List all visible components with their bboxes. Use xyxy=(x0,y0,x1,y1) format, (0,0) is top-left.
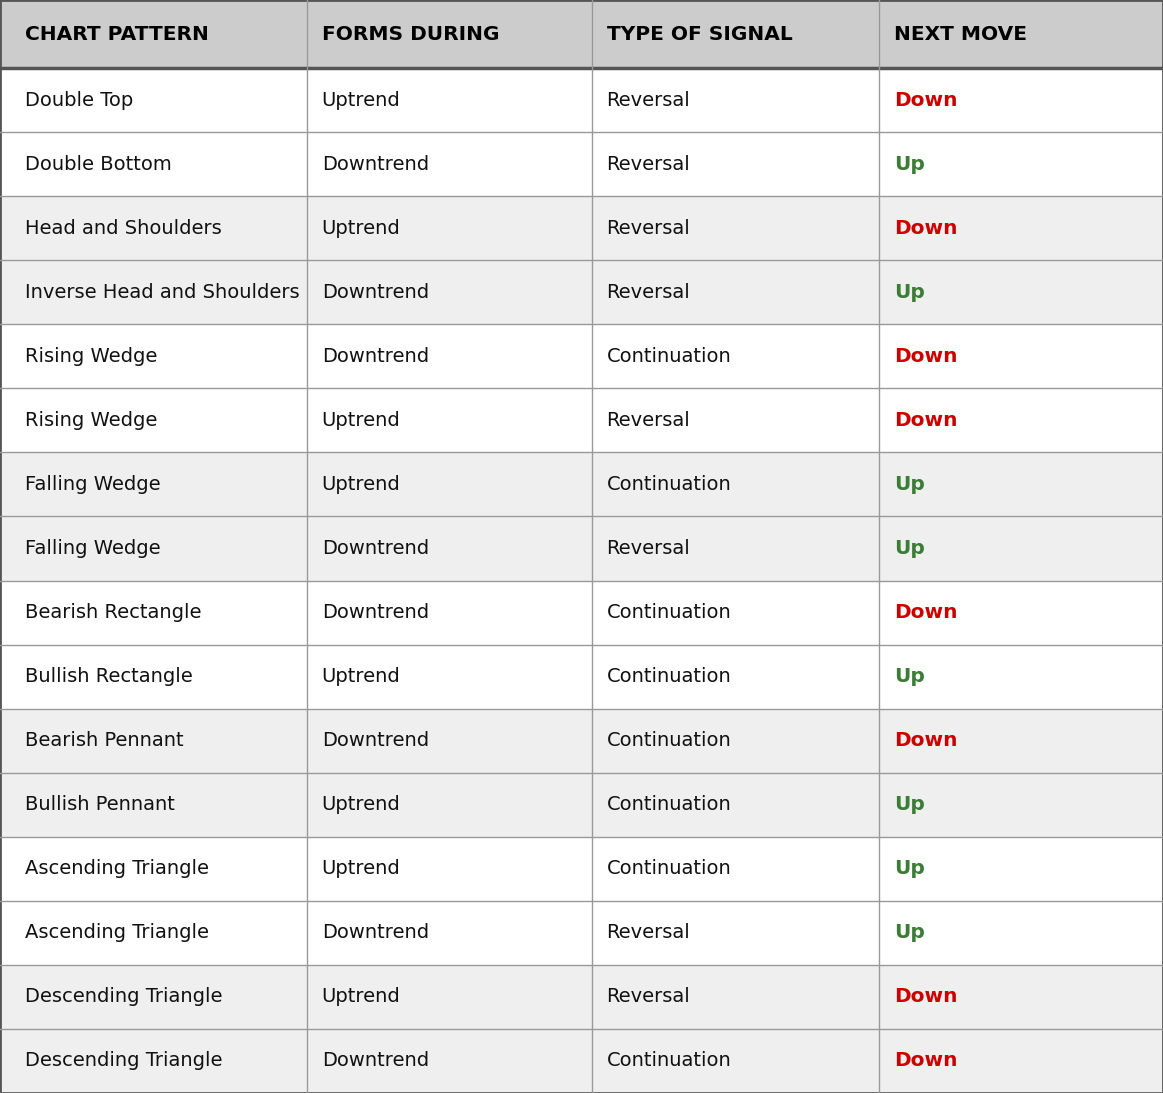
Text: Bearish Rectangle: Bearish Rectangle xyxy=(26,603,201,622)
Text: Reversal: Reversal xyxy=(607,411,691,430)
Text: Descending Triangle: Descending Triangle xyxy=(26,987,222,1007)
Bar xyxy=(0,580,1163,645)
Text: Falling Wedge: Falling Wedge xyxy=(26,474,160,494)
Text: Bullish Rectangle: Bullish Rectangle xyxy=(26,667,193,686)
Text: Double Top: Double Top xyxy=(26,91,134,109)
Text: Rising Wedge: Rising Wedge xyxy=(26,411,157,430)
Bar xyxy=(0,68,1163,132)
Text: CHART PATTERN: CHART PATTERN xyxy=(26,24,209,44)
Text: Down: Down xyxy=(894,731,957,750)
Text: Downtrend: Downtrend xyxy=(322,924,429,942)
Text: Downtrend: Downtrend xyxy=(322,154,429,174)
Text: Continuation: Continuation xyxy=(607,796,732,814)
Text: Downtrend: Downtrend xyxy=(322,1051,429,1070)
Text: Falling Wedge: Falling Wedge xyxy=(26,539,160,557)
Text: Uptrend: Uptrend xyxy=(322,474,400,494)
Bar xyxy=(0,516,1163,580)
Bar xyxy=(0,0,1163,68)
Bar xyxy=(0,965,1163,1029)
Bar xyxy=(0,645,1163,708)
Text: Uptrend: Uptrend xyxy=(322,91,400,109)
Text: Continuation: Continuation xyxy=(607,603,732,622)
Text: Up: Up xyxy=(894,154,925,174)
Text: Continuation: Continuation xyxy=(607,731,732,750)
Text: Downtrend: Downtrend xyxy=(322,731,429,750)
Bar xyxy=(0,837,1163,901)
Text: Down: Down xyxy=(894,1051,957,1070)
Text: Rising Wedge: Rising Wedge xyxy=(26,346,157,366)
Bar xyxy=(0,453,1163,516)
Text: Inverse Head and Shoulders: Inverse Head and Shoulders xyxy=(26,283,300,302)
Bar xyxy=(0,1029,1163,1093)
Text: Up: Up xyxy=(894,539,925,557)
Text: Down: Down xyxy=(894,603,957,622)
Text: FORMS DURING: FORMS DURING xyxy=(322,24,499,44)
Text: Continuation: Continuation xyxy=(607,1051,732,1070)
Text: Up: Up xyxy=(894,667,925,686)
Text: Reversal: Reversal xyxy=(607,154,691,174)
Text: Uptrend: Uptrend xyxy=(322,987,400,1007)
Text: Up: Up xyxy=(894,283,925,302)
Text: Downtrend: Downtrend xyxy=(322,283,429,302)
Text: Downtrend: Downtrend xyxy=(322,346,429,366)
Bar xyxy=(0,260,1163,325)
Text: Reversal: Reversal xyxy=(607,539,691,557)
Bar xyxy=(0,196,1163,260)
Text: Up: Up xyxy=(894,474,925,494)
Text: TYPE OF SIGNAL: TYPE OF SIGNAL xyxy=(607,24,792,44)
Bar xyxy=(0,325,1163,388)
Text: Continuation: Continuation xyxy=(607,667,732,686)
Text: Reversal: Reversal xyxy=(607,283,691,302)
Text: Uptrend: Uptrend xyxy=(322,219,400,237)
Text: Continuation: Continuation xyxy=(607,346,732,366)
Text: Up: Up xyxy=(894,924,925,942)
Bar xyxy=(0,773,1163,837)
Text: Bullish Pennant: Bullish Pennant xyxy=(26,796,174,814)
Text: Continuation: Continuation xyxy=(607,474,732,494)
Text: Double Bottom: Double Bottom xyxy=(26,154,172,174)
Text: Reversal: Reversal xyxy=(607,987,691,1007)
Bar xyxy=(0,132,1163,196)
Bar xyxy=(0,901,1163,965)
Text: Uptrend: Uptrend xyxy=(322,411,400,430)
Text: Continuation: Continuation xyxy=(607,859,732,879)
Text: Downtrend: Downtrend xyxy=(322,539,429,557)
Text: Down: Down xyxy=(894,411,957,430)
Text: Head and Shoulders: Head and Shoulders xyxy=(26,219,222,237)
Text: Reversal: Reversal xyxy=(607,924,691,942)
Text: Ascending Triangle: Ascending Triangle xyxy=(26,924,209,942)
Text: Down: Down xyxy=(894,987,957,1007)
Text: Ascending Triangle: Ascending Triangle xyxy=(26,859,209,879)
Text: Down: Down xyxy=(894,346,957,366)
Text: Reversal: Reversal xyxy=(607,91,691,109)
Text: NEXT MOVE: NEXT MOVE xyxy=(894,24,1027,44)
Text: Reversal: Reversal xyxy=(607,219,691,237)
Text: Uptrend: Uptrend xyxy=(322,796,400,814)
Text: Descending Triangle: Descending Triangle xyxy=(26,1051,222,1070)
Text: Uptrend: Uptrend xyxy=(322,859,400,879)
Bar xyxy=(0,388,1163,453)
Text: Down: Down xyxy=(894,91,957,109)
Text: Up: Up xyxy=(894,796,925,814)
Text: Up: Up xyxy=(894,859,925,879)
Text: Downtrend: Downtrend xyxy=(322,603,429,622)
Text: Down: Down xyxy=(894,219,957,237)
Text: Bearish Pennant: Bearish Pennant xyxy=(26,731,184,750)
Bar xyxy=(0,708,1163,773)
Text: Uptrend: Uptrend xyxy=(322,667,400,686)
